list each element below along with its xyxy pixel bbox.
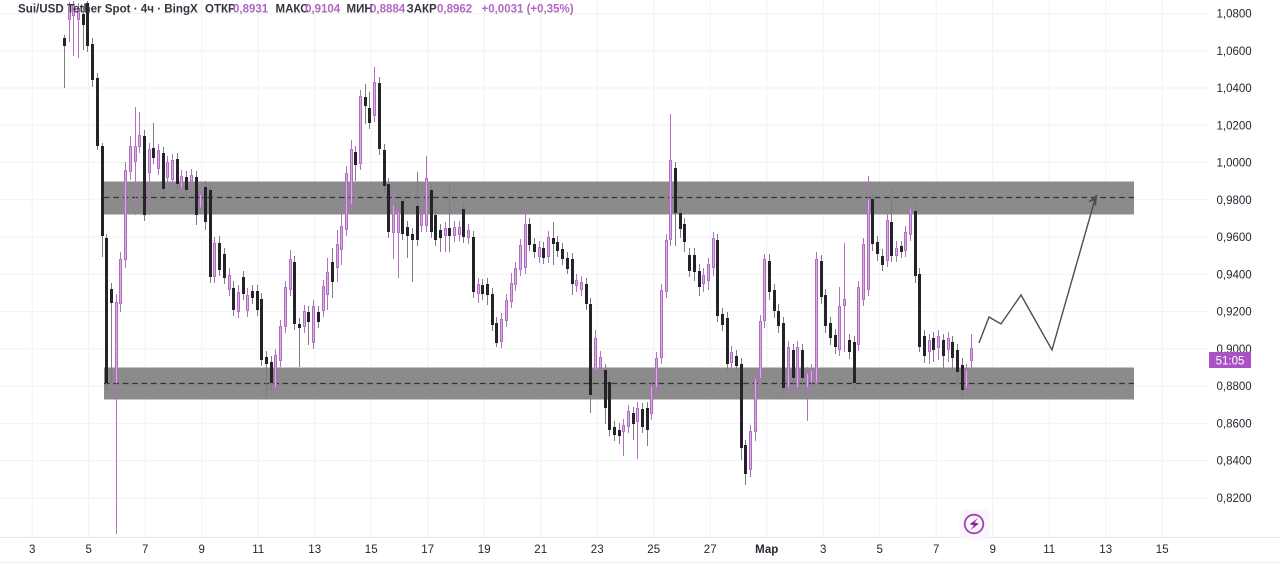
svg-text:7: 7 [142, 544, 148, 556]
svg-text:3: 3 [29, 544, 35, 556]
svg-text:+0,0031 (+0,35%): +0,0031 (+0,35%) [482, 4, 574, 16]
svg-text:ОТКР: ОТКР [205, 4, 236, 16]
svg-text:МАКС: МАКС [276, 4, 309, 16]
svg-text:23: 23 [591, 544, 604, 556]
svg-text:25: 25 [647, 544, 660, 556]
svg-text:27: 27 [704, 544, 717, 556]
svg-text:17: 17 [421, 544, 434, 556]
svg-text:21: 21 [534, 544, 547, 556]
svg-text:13: 13 [308, 544, 321, 556]
svg-text:0,8600: 0,8600 [1217, 418, 1252, 430]
svg-text:0,8400: 0,8400 [1217, 456, 1252, 468]
svg-text:0,8884: 0,8884 [370, 4, 406, 16]
svg-text:15: 15 [1156, 544, 1169, 556]
svg-text:1,0600: 1,0600 [1217, 46, 1252, 58]
svg-text:0,8200: 0,8200 [1217, 493, 1252, 505]
svg-text:1,0400: 1,0400 [1217, 83, 1252, 95]
svg-text:5: 5 [85, 544, 91, 556]
svg-text:9: 9 [989, 544, 995, 556]
svg-text:0,9400: 0,9400 [1217, 269, 1252, 281]
svg-text:51:05: 51:05 [1216, 356, 1245, 368]
svg-text:13: 13 [1099, 544, 1112, 556]
svg-text:ЗАКР: ЗАКР [407, 4, 438, 16]
svg-text:19: 19 [478, 544, 491, 556]
svg-text:5: 5 [876, 544, 882, 556]
svg-text:0,8800: 0,8800 [1217, 381, 1252, 393]
svg-text:0,8962: 0,8962 [437, 4, 472, 16]
svg-text:Sui/USD Tether Spot · 4ч · Bin: Sui/USD Tether Spot · 4ч · BingX [18, 3, 198, 16]
svg-text:0,9104: 0,9104 [305, 4, 341, 16]
svg-text:МИН: МИН [347, 4, 373, 16]
svg-text:15: 15 [365, 544, 378, 556]
svg-text:Мар: Мар [755, 544, 778, 556]
svg-text:11: 11 [252, 544, 264, 556]
svg-text:1,0000: 1,0000 [1217, 158, 1252, 170]
svg-text:0,8931: 0,8931 [233, 4, 269, 16]
svg-text:0,9600: 0,9600 [1217, 232, 1252, 244]
svg-text:3: 3 [820, 544, 826, 556]
svg-text:9: 9 [198, 544, 204, 556]
svg-text:0,9800: 0,9800 [1217, 195, 1252, 207]
svg-text:1,0200: 1,0200 [1217, 120, 1252, 132]
svg-text:0,9200: 0,9200 [1217, 307, 1252, 319]
svg-text:11: 11 [1043, 544, 1055, 556]
svg-text:7: 7 [933, 544, 939, 556]
svg-text:1,0800: 1,0800 [1217, 9, 1252, 21]
